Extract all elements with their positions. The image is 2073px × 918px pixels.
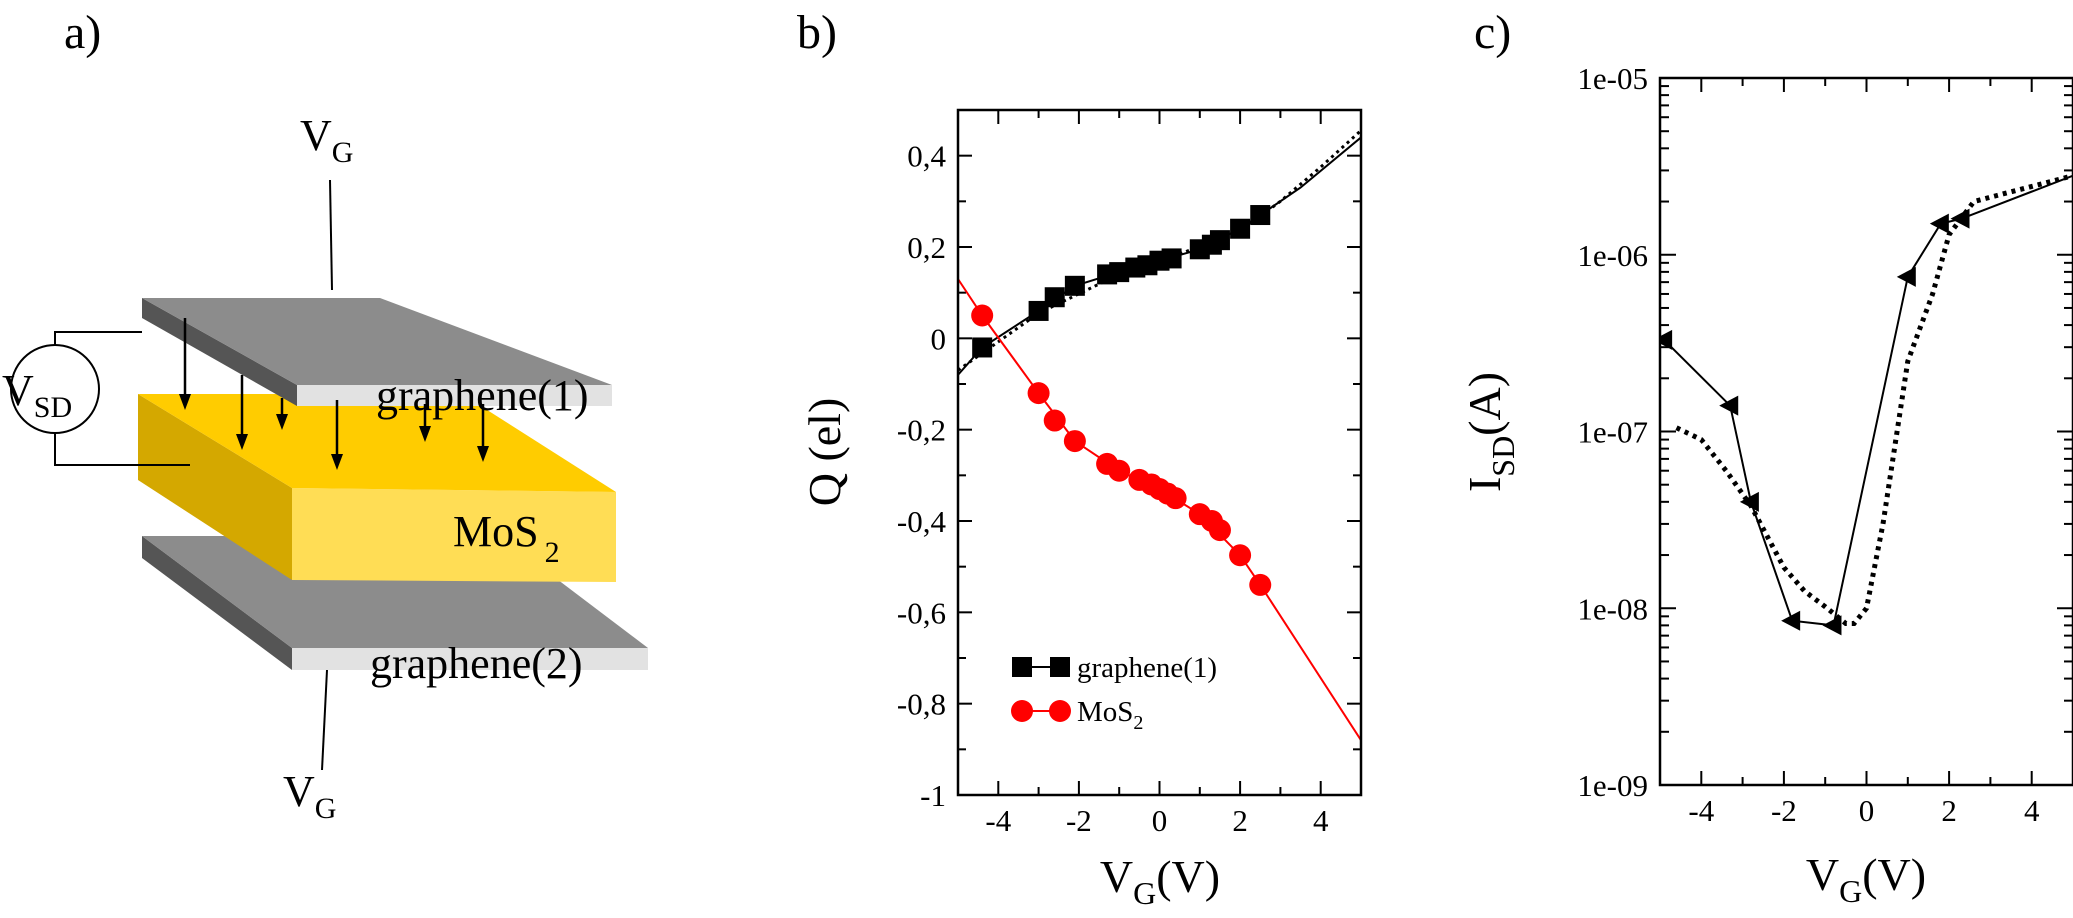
chart-c-xtick-label: 2 xyxy=(1941,793,1957,828)
data-point xyxy=(1230,218,1251,239)
chart-b-plot-area xyxy=(958,129,1361,741)
vg-top-lead xyxy=(329,179,333,291)
data-point xyxy=(1044,287,1065,308)
panel-b: b) -4 -2 0 2 4 0,4 0,2 0 -0,2 -0,4 -0,6 -0,8 -1 Q (e… xyxy=(797,6,1363,911)
chart-c-xtick-label: -2 xyxy=(1771,793,1797,828)
graphene1-front-edge xyxy=(297,385,612,406)
chart-c-ytick-label: 1e-05 xyxy=(1577,61,1648,96)
chart-b-ytick-label: -0,6 xyxy=(897,595,946,630)
data-point xyxy=(1209,230,1230,251)
chart-b-ytick-label: -0,4 xyxy=(897,504,947,539)
data-point xyxy=(1064,275,1085,296)
chart-b-xtick-label: -4 xyxy=(985,803,1011,838)
chart-c-plot-area xyxy=(1660,173,2073,636)
chart-b-frame xyxy=(956,108,1363,797)
chart-b-ytick-label: 0,4 xyxy=(907,139,946,174)
chart-b-tick-labels: -4 -2 0 2 4 0,4 0,2 0 -0,2 -0,4 -0,6 -0,8 -1 xyxy=(897,139,1329,838)
chart-c-xlabel: VG(V) xyxy=(1806,849,1926,909)
graphene1-label: graphene(1) xyxy=(376,371,589,420)
chart-c-ticks xyxy=(1659,78,2073,786)
chart-c-tick-labels: -4 -2 0 2 4 1e-05 1e-06 1e-07 1e-08 1e-09 xyxy=(1577,61,2040,828)
data-point xyxy=(1781,610,1801,631)
data-point xyxy=(1660,329,1673,350)
chart-b-xtick-label: -2 xyxy=(1066,803,1092,838)
legend-entry-graphene1: graphene(1) xyxy=(1012,652,1217,684)
panel-a: a) VSD VG VG xyxy=(2,6,648,825)
chart-b-ylabel: Q (el) xyxy=(799,398,850,507)
vg-bottom-lead xyxy=(321,669,328,771)
data-point xyxy=(1229,544,1252,567)
graphene2-front-edge xyxy=(292,648,648,670)
mos2-label: MoS 2 xyxy=(453,507,560,569)
chart-c-ylabel: ISD(A) xyxy=(1459,372,1521,492)
legend-label-mos2: MoS2 xyxy=(1077,696,1143,734)
panel-label-c: c) xyxy=(1474,6,1511,59)
vsd-label: VSD xyxy=(2,366,72,424)
chart-c-frame xyxy=(1658,76,2073,787)
chart-b-ytick-label: -1 xyxy=(920,778,946,813)
chart-c-ytick-label: 1e-08 xyxy=(1577,591,1648,626)
graphene1-top-face xyxy=(142,298,612,385)
graphene1-side-face xyxy=(142,298,297,406)
mos2-top-face xyxy=(138,394,616,492)
data-point xyxy=(1043,409,1066,432)
legend-entry-mos2: MoS2 xyxy=(1011,696,1143,734)
field-arrows xyxy=(179,318,489,470)
data-point xyxy=(1028,300,1049,321)
chart-c-ytick-label: 1e-09 xyxy=(1577,768,1648,803)
data-point xyxy=(972,337,993,358)
series-solid-line xyxy=(1663,174,2073,627)
mos2-front-face xyxy=(292,488,616,582)
data-point xyxy=(1249,573,1272,596)
chart-c-ytick-label: 1e-06 xyxy=(1577,238,1648,273)
data-point xyxy=(1929,213,1949,234)
legend-label-graphene1: graphene(1) xyxy=(1077,652,1217,684)
mos2-side-face xyxy=(138,394,292,580)
chart-c-xtick-label: 0 xyxy=(1859,793,1875,828)
panel-label-a: a) xyxy=(64,6,101,59)
vsd-circuit xyxy=(10,331,190,466)
chart-b-xtick-label: 2 xyxy=(1232,803,1248,838)
panel-c: c) -4 -2 0 2 4 1e-05 1e-06 1e-07 1e-08 1e-09 ISD(… xyxy=(1459,6,2073,909)
data-point xyxy=(1739,491,1759,512)
chart-c-xtick-label: 4 xyxy=(2024,793,2040,828)
chart-b-ytick-label: 0,2 xyxy=(907,230,946,265)
data-point xyxy=(1164,487,1187,510)
series-fit-dotted xyxy=(958,129,1361,372)
graphene2-label: graphene(2) xyxy=(370,639,583,688)
vg-top-label: VG xyxy=(300,111,353,169)
data-point xyxy=(971,304,994,327)
data-point xyxy=(1822,615,1842,636)
chart-c-ytick-label: 1e-07 xyxy=(1577,415,1648,450)
chart-b-xtick-label: 0 xyxy=(1152,803,1168,838)
chart-b-xlabel: VG(V) xyxy=(1100,851,1220,911)
chart-b-legend: graphene(1) MoS2 xyxy=(1011,652,1217,734)
chart-b-ticks xyxy=(957,109,1362,796)
data-point xyxy=(1250,205,1271,226)
vg-bottom-label: VG xyxy=(283,767,336,825)
chart-c-series-layer xyxy=(1660,173,2073,636)
chart-b-xtick-label: 4 xyxy=(1313,803,1329,838)
data-point xyxy=(1161,248,1182,269)
data-point xyxy=(1719,395,1739,416)
chart-c-xtick-label: -4 xyxy=(1688,793,1714,828)
data-point xyxy=(1896,266,1916,287)
graphene2-side-face xyxy=(142,536,292,670)
data-point xyxy=(1108,459,1131,482)
chart-b-ytick-label: -0,2 xyxy=(897,413,946,448)
chart-b-ytick-label: 0 xyxy=(931,321,947,356)
data-point xyxy=(1027,382,1050,405)
data-point xyxy=(1208,519,1231,542)
chart-b-ytick-label: -0,8 xyxy=(897,687,946,722)
panel-label-b: b) xyxy=(797,6,837,59)
data-point xyxy=(1063,430,1086,453)
data-point xyxy=(1109,262,1130,283)
chart-b-series-layer xyxy=(958,129,1361,741)
